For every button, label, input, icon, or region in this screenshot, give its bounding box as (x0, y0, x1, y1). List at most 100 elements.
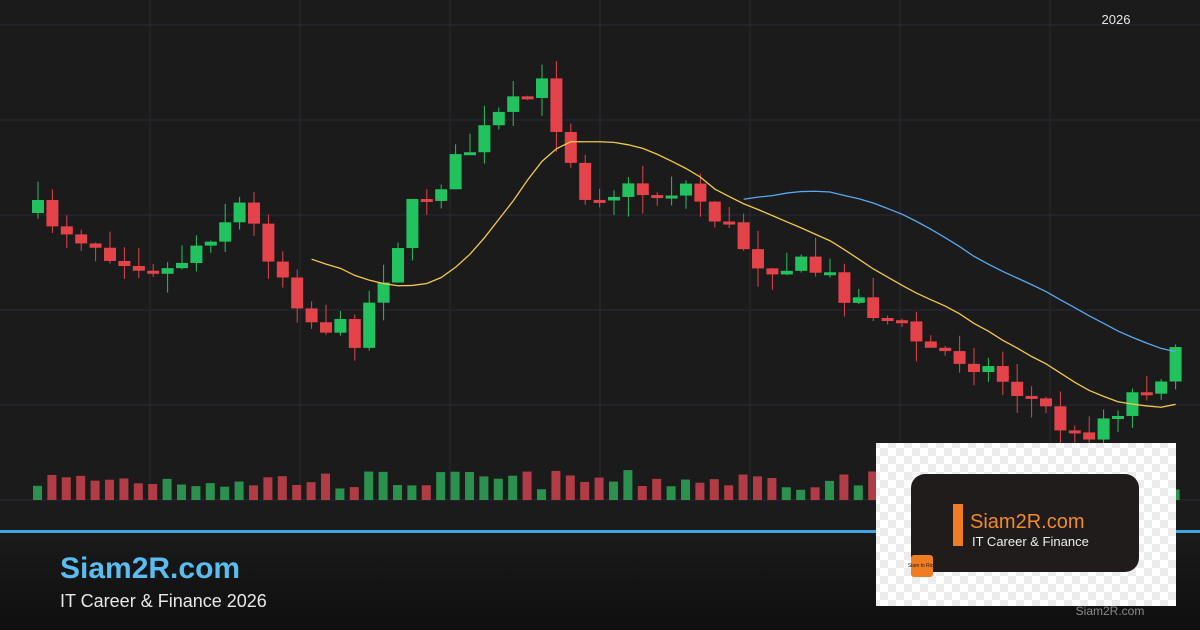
candle-body (104, 247, 116, 261)
candle-body (75, 234, 88, 244)
candle-body (665, 195, 678, 199)
volume-bar (393, 485, 402, 500)
volume-bar (594, 477, 604, 500)
logo-panel (911, 474, 1139, 572)
volume-bar (753, 476, 762, 500)
candle-body (608, 196, 620, 201)
volume-bar (839, 474, 849, 500)
candle-body (464, 152, 476, 156)
candle-body (1112, 415, 1124, 419)
volume-bar (335, 488, 345, 500)
candle-body (334, 319, 347, 333)
candle-body (881, 317, 894, 321)
candle-body (262, 223, 275, 262)
brand-subtitle: IT Career & Finance 2026 (60, 591, 267, 611)
candle-body (723, 221, 736, 225)
candle-body (478, 125, 491, 153)
volume-bar (119, 478, 129, 500)
candle-body (190, 245, 203, 263)
candle-body (910, 321, 923, 342)
candle-body (406, 198, 419, 249)
volume-bar (637, 486, 647, 500)
volume-bar (191, 486, 201, 500)
candle-body (1011, 381, 1024, 396)
candle-body (939, 347, 952, 352)
candle-body (852, 297, 865, 303)
volume-bar (853, 485, 863, 500)
logo-accent (953, 504, 963, 546)
volume-bar (522, 471, 532, 500)
volume-bar (465, 471, 474, 500)
candle-body (694, 183, 707, 202)
moving-average (311, 141, 1176, 408)
candle-body (60, 226, 73, 235)
candle-body (953, 351, 966, 364)
volume-bar (709, 479, 719, 500)
volume-bar (580, 481, 590, 500)
moving-average (743, 190, 1176, 353)
candle-body (564, 131, 577, 163)
brand-title: Siam2R.com (60, 552, 240, 585)
candle-body (1083, 432, 1096, 440)
logo-icon (911, 555, 933, 577)
candle-body (276, 261, 289, 278)
candle-body (752, 249, 764, 269)
volume-bar (695, 482, 705, 500)
volume-bar (177, 484, 186, 500)
candle-body (996, 366, 1009, 382)
volume-bar (76, 475, 86, 500)
volume-bar (767, 477, 777, 500)
candle-body (680, 183, 692, 196)
candle-body (651, 195, 664, 199)
candle-body (896, 320, 908, 324)
volume-bar (162, 478, 172, 500)
candle-body (233, 202, 246, 223)
logo-icon-text: Siam to Rich (908, 563, 937, 569)
volume-bar (148, 484, 158, 500)
volume-bar (33, 485, 42, 500)
volume-bar (796, 489, 806, 500)
volume-bar (666, 486, 676, 500)
candle-body (1068, 430, 1081, 434)
volume-bar (781, 487, 791, 500)
grid (0, 0, 1200, 501)
candle-body (291, 277, 304, 309)
volume-bar (105, 479, 114, 500)
candle-body (1025, 395, 1038, 399)
candle-body (176, 262, 188, 269)
volume-bar (738, 474, 748, 500)
candle-body (219, 222, 232, 242)
candle-body (46, 200, 59, 227)
candle-body (809, 256, 822, 273)
volume-bar (205, 483, 215, 500)
candle-body (593, 199, 606, 203)
candle-body (1054, 406, 1067, 431)
volume-bar (508, 475, 518, 500)
candle-body (147, 270, 160, 274)
volume-bar (450, 471, 460, 500)
volume-bar (609, 481, 618, 500)
watermark: Siam2R.com (1076, 604, 1145, 618)
candle-body (521, 96, 534, 100)
candle-body (982, 366, 995, 373)
candle-body (968, 363, 980, 373)
candle-body (449, 154, 462, 190)
volume-bar (493, 478, 503, 500)
volume-bar (61, 477, 71, 500)
volume-bar (349, 487, 359, 500)
volume-bar (407, 485, 417, 500)
volume-bar (479, 476, 489, 500)
volume-bar (551, 470, 561, 500)
candle-body (132, 266, 145, 271)
volume-bar (249, 485, 258, 500)
candle-body (161, 268, 174, 274)
candle-body (550, 78, 563, 132)
candle-body (305, 308, 318, 323)
volume-bar (220, 486, 230, 500)
candle-body (320, 322, 332, 333)
volume-bar (868, 471, 878, 500)
volume-bar (378, 471, 388, 500)
volume-bar (565, 475, 575, 500)
volume-bar (623, 470, 633, 500)
